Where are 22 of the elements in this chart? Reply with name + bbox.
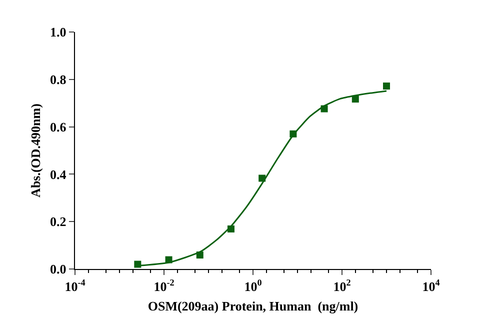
point (196, 252, 204, 259)
point (383, 82, 390, 90)
x-tick-label: 10$^{-2}$ (154, 277, 175, 294)
point (290, 130, 297, 138)
y-tick-label: 0.6 (50, 119, 67, 134)
y-tick-label: 0.2 (50, 214, 66, 230)
y-axis-title: Abs.(OD.490nm) (28, 104, 43, 198)
x-tick-label: 10$^{-4}$ (64, 277, 86, 294)
x-tick-label: 10$^{4}$ (422, 277, 440, 294)
point (134, 260, 142, 268)
y-tick-label: 1.0 (50, 24, 66, 40)
point (352, 96, 359, 103)
y-tick-label: 0.8 (50, 72, 67, 87)
point (320, 105, 328, 112)
point (165, 256, 172, 264)
y-tick-label: 0.4 (50, 166, 67, 182)
point (258, 174, 266, 182)
x-axis-title: OSM(209aa) Protein, Human (ng/ml) (148, 298, 358, 314)
point (227, 225, 234, 232)
x-tick-label: 10$^{2}$ (333, 277, 352, 294)
x-tick-label: 10$^{0}$ (244, 277, 262, 294)
y-tick-label: 0.0 (50, 262, 66, 277)
